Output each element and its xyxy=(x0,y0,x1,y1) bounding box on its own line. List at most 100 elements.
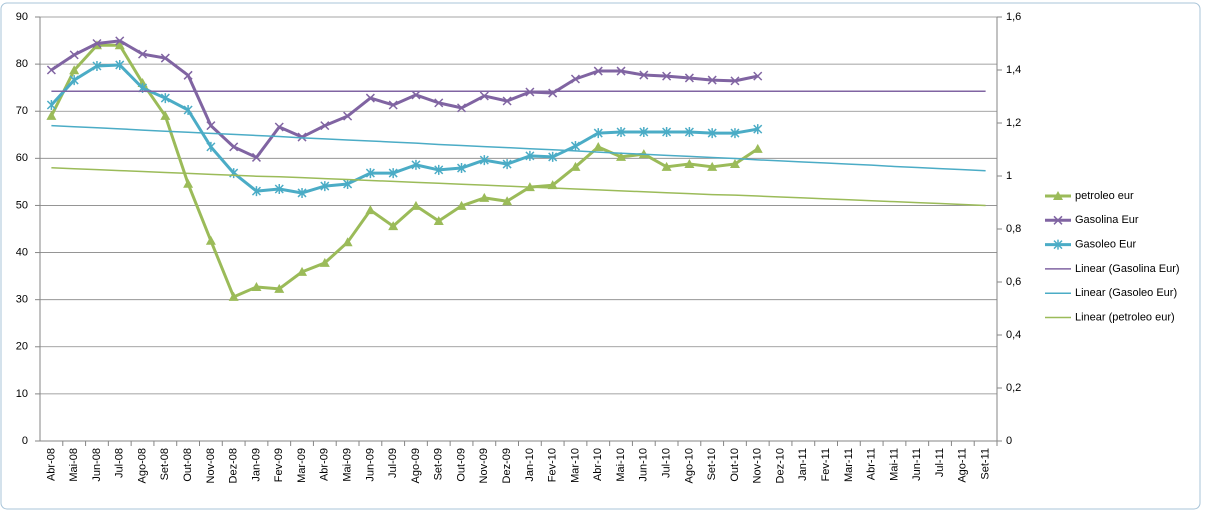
y-tick-label: 70 xyxy=(16,105,28,117)
y-tick-label: 80 xyxy=(16,58,28,70)
marker xyxy=(342,237,353,247)
y-tick-label: 20 xyxy=(16,341,28,353)
marker xyxy=(684,158,695,168)
marker xyxy=(138,49,148,59)
marker xyxy=(69,50,79,60)
marker xyxy=(69,75,79,86)
x-tick-label: Set-11 xyxy=(980,448,992,480)
marker xyxy=(365,168,375,179)
x-tick-label: Ago-11 xyxy=(957,448,969,483)
marker xyxy=(297,266,308,276)
marker xyxy=(114,40,125,50)
x-tick-label: Set-09 xyxy=(433,448,445,480)
marker xyxy=(730,128,740,139)
marker xyxy=(365,93,375,103)
marker xyxy=(388,168,398,179)
marker xyxy=(661,161,672,171)
marker xyxy=(548,151,558,162)
marker xyxy=(479,192,490,202)
x-tick-label: Dez-08 xyxy=(228,448,240,483)
marker xyxy=(525,150,535,161)
marker xyxy=(502,96,512,106)
marker xyxy=(343,178,353,189)
marker xyxy=(1053,239,1063,250)
y-tick-label: 0 xyxy=(22,435,28,447)
x-tick-label: Mai-10 xyxy=(615,448,627,482)
marker xyxy=(228,291,239,301)
marker xyxy=(593,142,604,152)
marker xyxy=(479,155,489,166)
x-tick-label: Abr-09 xyxy=(319,448,331,481)
marker xyxy=(160,93,170,104)
y-tick-label: 90 xyxy=(16,11,28,23)
marker xyxy=(297,187,307,198)
trend-line xyxy=(51,124,986,172)
trend-line xyxy=(51,167,986,207)
marker xyxy=(433,215,444,225)
marker xyxy=(548,88,558,98)
x-tick-label: Ago-10 xyxy=(683,448,695,483)
series-line xyxy=(50,63,759,195)
marker xyxy=(662,127,672,138)
marker xyxy=(593,66,603,76)
x-tick-label: Jun-10 xyxy=(638,448,650,482)
marker xyxy=(570,74,580,84)
y2-tick-label: 1,4 xyxy=(1006,64,1021,76)
x-tick-label: Abr-08 xyxy=(45,448,57,481)
marker xyxy=(502,159,512,170)
x-tick-label: Mai-09 xyxy=(342,448,354,482)
marker xyxy=(388,221,399,231)
marker xyxy=(753,124,763,135)
marker xyxy=(411,90,421,100)
y2-tick-label: 0,4 xyxy=(1006,329,1021,341)
marker xyxy=(753,71,763,81)
marker xyxy=(251,186,261,197)
marker xyxy=(183,70,193,80)
marker xyxy=(684,73,694,83)
marker xyxy=(206,141,216,152)
marker xyxy=(229,142,239,152)
marker xyxy=(662,71,672,81)
marker xyxy=(570,161,581,171)
x-tick-label: Nov-08 xyxy=(205,448,217,483)
x-tick-label: Mai-08 xyxy=(68,448,80,482)
y-tick-label: 60 xyxy=(16,152,28,164)
x-tick-label: Fev-09 xyxy=(273,448,285,482)
marker xyxy=(729,158,740,168)
x-tick-label: Abr-10 xyxy=(592,448,604,481)
marker xyxy=(411,159,421,170)
marker xyxy=(183,178,194,188)
y-tick-label: 40 xyxy=(16,246,28,258)
marker xyxy=(160,53,170,63)
marker xyxy=(1053,215,1063,225)
x-tick-label: Fev-10 xyxy=(547,448,559,482)
y2-tick-label: 0,6 xyxy=(1006,276,1021,288)
marker xyxy=(365,205,376,215)
marker xyxy=(479,91,489,101)
marker xyxy=(320,181,330,192)
marker xyxy=(457,103,467,113)
x-tick-label: Fev-11 xyxy=(820,448,832,481)
y2-tick-label: 1,6 xyxy=(1006,11,1021,23)
y2-tick-label: 0,2 xyxy=(1006,382,1021,394)
y-tick-label: 10 xyxy=(16,388,28,400)
marker xyxy=(320,121,330,131)
legend-label: Linear (Gasolina Eur) xyxy=(1075,263,1180,275)
marker xyxy=(206,121,216,131)
x-tick-label: Mar-10 xyxy=(569,448,581,483)
x-tick-label: Nov-09 xyxy=(478,448,490,483)
marker xyxy=(274,283,285,293)
marker xyxy=(593,128,603,139)
x-tick-label: Mar-11 xyxy=(843,448,855,482)
x-tick-label: Jul-11 xyxy=(934,448,946,477)
marker xyxy=(707,161,718,171)
x-tick-label: Ago-09 xyxy=(410,448,422,483)
x-tick-label: Jun-08 xyxy=(91,448,103,482)
y2-tick-label: 0,8 xyxy=(1006,223,1021,235)
marker xyxy=(707,75,717,85)
marker xyxy=(730,76,740,86)
marker xyxy=(205,235,216,245)
marker xyxy=(92,38,102,49)
legend-label: Gasoleo Eur xyxy=(1075,239,1136,251)
